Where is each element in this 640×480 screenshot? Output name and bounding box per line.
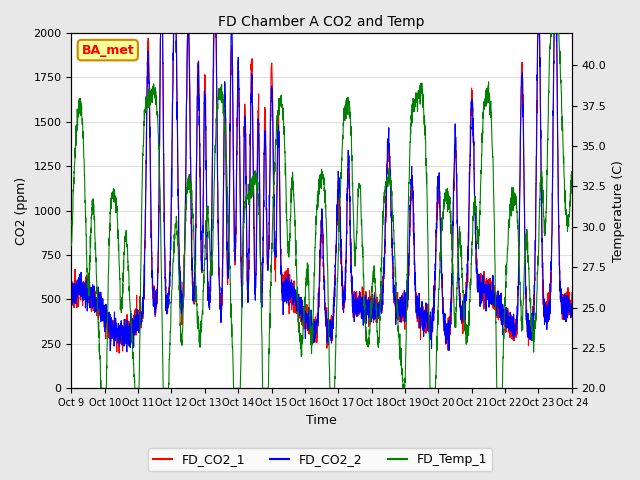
Y-axis label: Temperature (C): Temperature (C) bbox=[612, 160, 625, 262]
Legend: FD_CO2_1, FD_CO2_2, FD_Temp_1: FD_CO2_1, FD_CO2_2, FD_Temp_1 bbox=[148, 448, 492, 471]
Text: BA_met: BA_met bbox=[81, 44, 134, 57]
Title: FD Chamber A CO2 and Temp: FD Chamber A CO2 and Temp bbox=[218, 15, 425, 29]
X-axis label: Time: Time bbox=[307, 414, 337, 427]
Y-axis label: CO2 (ppm): CO2 (ppm) bbox=[15, 177, 28, 245]
